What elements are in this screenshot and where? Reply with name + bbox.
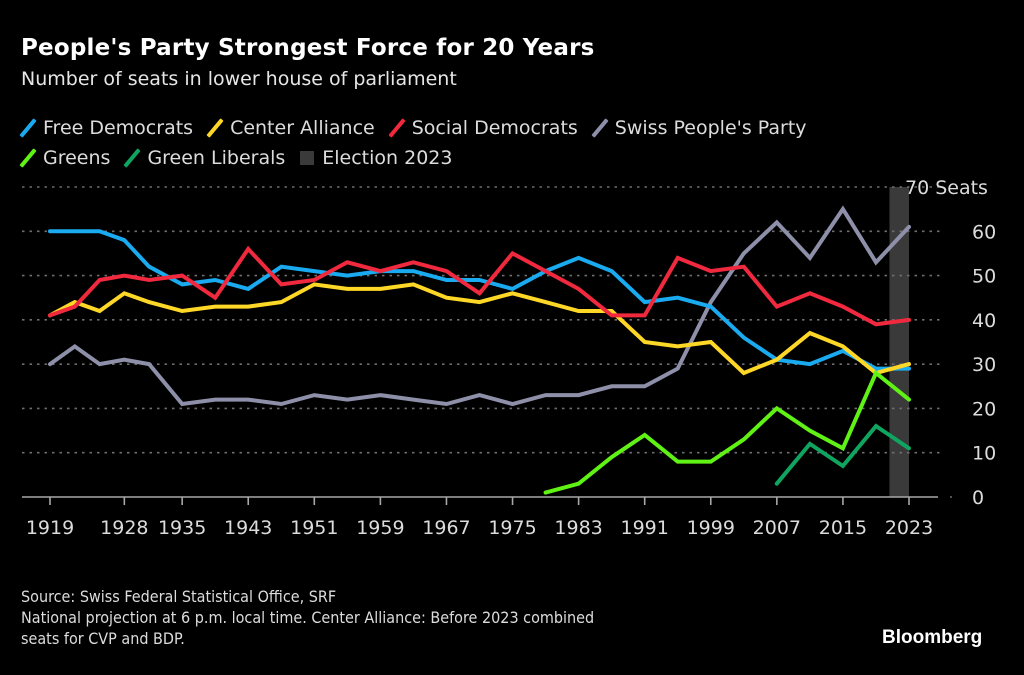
series-line-center-alliance (48, 282, 911, 376)
line-swatch-icon (208, 118, 222, 138)
legend-item-social-democrats: Social Democrats (390, 117, 578, 139)
y-tick-label: 40 (972, 310, 996, 332)
y-tick-label: 20 (972, 398, 996, 420)
y-tick-label: 60 (972, 221, 996, 243)
y-tick-label: 0 (972, 487, 984, 509)
x-tick-label: 2015 (819, 517, 867, 539)
footnote-line-1: National projection at 6 p.m. local time… (21, 608, 595, 627)
legend-label: Election 2023 (322, 147, 453, 169)
legend-item-center-alliance: Center Alliance (208, 117, 375, 139)
legend-row-1: Free Democrats Center Alliance Social De… (21, 113, 981, 143)
x-tick-label: 1999 (687, 517, 735, 539)
legend-label: Social Democrats (411, 117, 578, 139)
y-tick-label: 30 (972, 354, 996, 376)
legend-item-election-2023: Election 2023 (300, 147, 452, 169)
x-tick-label: 2023 (885, 517, 933, 539)
y-tick-label: 70 Seats (905, 177, 988, 199)
x-tick-label: 1951 (290, 517, 338, 539)
footnote-line-2: seats for CVP and BDP. (21, 629, 185, 648)
legend-label: Green Liberals (147, 147, 286, 169)
y-tick-label: 50 (972, 266, 996, 288)
chart-subtitle: Number of seats in lower house of parlia… (21, 68, 457, 90)
series-line-green-liberals (774, 423, 911, 486)
x-tick-label: 1983 (554, 517, 602, 539)
legend: Free Democrats Center Alliance Social De… (21, 113, 981, 173)
election-2023-band (889, 187, 909, 497)
line-chart: 0 10 20 30 40 50 60 70 Seats 1919 1928 1935 1943 195… (22, 177, 996, 539)
footer: Source: Swiss Federal Statistical Office… (21, 586, 594, 649)
line-swatch-icon (593, 118, 607, 138)
legend-label: Center Alliance (230, 117, 375, 139)
legend-label: Free Democrats (43, 117, 194, 139)
legend-label: Swiss People's Party (614, 117, 807, 139)
x-tick-label: 1967 (422, 517, 470, 539)
line-swatch-icon (21, 148, 35, 168)
legend-row-2: Greens Green Liberals Election 2023 (21, 143, 981, 173)
x-tick-label: 1919 (26, 517, 74, 539)
x-tick-label: 1943 (224, 517, 272, 539)
source-note: Source: Swiss Federal Statistical Office… (21, 587, 337, 606)
chart-title: People's Party Strongest Force for 20 Ye… (21, 35, 595, 61)
line-swatch-icon (390, 118, 404, 138)
legend-item-greens: Greens (21, 147, 110, 169)
legend-item-free-democrats: Free Democrats (21, 117, 193, 139)
legend-label: Greens (43, 147, 111, 169)
series-line-social-democrats (48, 245, 911, 327)
x-tick-label: 1959 (356, 517, 404, 539)
x-tick-label: 1928 (100, 517, 148, 539)
legend-item-swiss-peoples-party: Swiss People's Party (593, 117, 807, 139)
box-swatch-icon (300, 151, 315, 165)
x-tick-label: 1935 (158, 517, 206, 539)
series-line-greens (543, 369, 911, 495)
x-tick-label: 1975 (488, 517, 536, 539)
series-line-free-democrats (48, 229, 911, 371)
line-swatch-icon (125, 148, 139, 168)
y-tick-label: 10 (972, 443, 996, 465)
x-tick-label: 1991 (621, 517, 669, 539)
legend-item-green-liberals: Green Liberals (125, 147, 285, 169)
bloomberg-logo: Bloomberg (882, 627, 983, 648)
x-tick-label: 2007 (753, 517, 801, 539)
line-swatch-icon (21, 118, 35, 138)
series-line-swiss-people-s-party (48, 205, 911, 407)
